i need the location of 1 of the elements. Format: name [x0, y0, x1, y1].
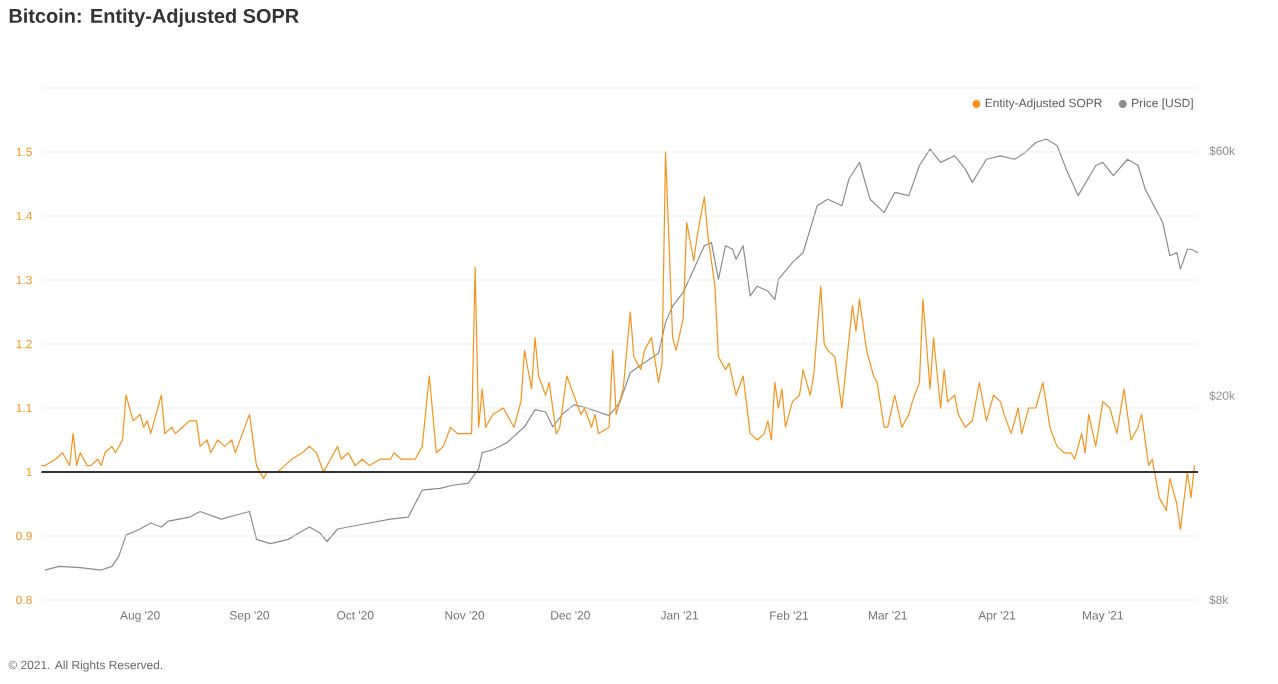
chart-title: Bitcoin: Entity-Adjusted SOPR	[9, 8, 299, 27]
